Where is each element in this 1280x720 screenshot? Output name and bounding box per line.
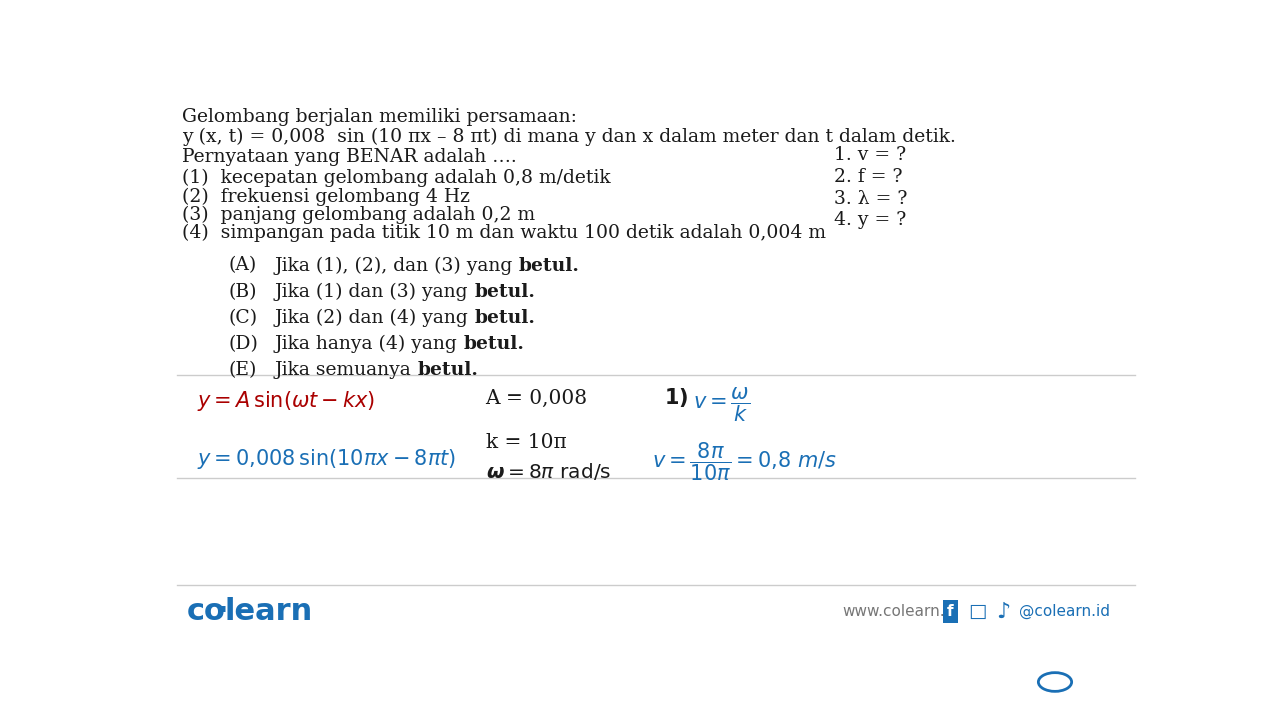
Text: betul.: betul.: [463, 335, 525, 353]
Text: (A): (A): [228, 256, 256, 274]
Text: (D): (D): [228, 335, 259, 353]
Text: (C): (C): [228, 309, 257, 327]
Text: 4. y = ?: 4. y = ?: [835, 211, 906, 229]
Text: Gelombang berjalan memiliki persamaan:: Gelombang berjalan memiliki persamaan:: [182, 108, 576, 126]
Text: betul.: betul.: [417, 361, 479, 379]
Text: y (x, t) = 0,008  sin (10 πx – 8 πt) di mana y dan x dalam meter dan t dalam det: y (x, t) = 0,008 sin (10 πx – 8 πt) di m…: [182, 128, 956, 146]
Text: k = 10π: k = 10π: [485, 433, 566, 452]
Text: ♪: ♪: [996, 601, 1010, 621]
Text: (4)  simpangan pada titik 10 m dan waktu 100 detik adalah 0,004 m: (4) simpangan pada titik 10 m dan waktu …: [182, 224, 826, 243]
Text: (1)  kecepatan gelombang adalah 0,8 m/detik: (1) kecepatan gelombang adalah 0,8 m/det…: [182, 168, 611, 187]
Text: ·: ·: [218, 597, 229, 626]
Text: (2)  frekuensi gelombang 4 Hz: (2) frekuensi gelombang 4 Hz: [182, 187, 470, 205]
Text: (B): (B): [228, 283, 257, 301]
Text: 3. λ = ?: 3. λ = ?: [835, 189, 908, 207]
Text: betul.: betul.: [518, 256, 580, 274]
Text: $v = \dfrac{\omega}{k}$: $v = \dfrac{\omega}{k}$: [694, 386, 750, 425]
Text: Jika semuanya: Jika semuanya: [275, 361, 417, 379]
Text: www.colearn.id: www.colearn.id: [842, 604, 959, 619]
Text: Jika (1), (2), dan (3) yang: Jika (1), (2), dan (3) yang: [275, 256, 518, 275]
Text: A = 0,008: A = 0,008: [485, 389, 588, 408]
Text: betul.: betul.: [475, 309, 535, 327]
Text: $v = \dfrac{8\pi}{10\pi} = 0{,}8\ \mathit{m/s}$: $v = \dfrac{8\pi}{10\pi} = 0{,}8\ \mathi…: [652, 441, 837, 483]
Text: learn: learn: [224, 597, 312, 626]
Text: □: □: [969, 602, 987, 621]
Text: @colearn.id: @colearn.id: [1019, 604, 1110, 619]
Text: $\mathbf{1)}$: $\mathbf{1)}$: [664, 386, 689, 409]
Text: 1. v = ?: 1. v = ?: [835, 146, 906, 164]
Text: 2. f = ?: 2. f = ?: [835, 168, 902, 186]
Text: Jika (2) dan (4) yang: Jika (2) dan (4) yang: [275, 309, 475, 327]
Text: $y = A\,\sin(\omega t - kx)$: $y = A\,\sin(\omega t - kx)$: [197, 389, 375, 413]
Text: (E): (E): [228, 361, 256, 379]
Text: (3)  panjang gelombang adalah 0,2 m: (3) panjang gelombang adalah 0,2 m: [182, 206, 535, 224]
Text: Jika hanya (4) yang: Jika hanya (4) yang: [275, 335, 463, 354]
Text: Jika (1) dan (3) yang: Jika (1) dan (3) yang: [275, 283, 474, 301]
Text: f: f: [947, 604, 954, 619]
Text: co: co: [187, 597, 227, 626]
Text: $y = 0{,}008\,\sin(10\pi x - 8\pi t)$: $y = 0{,}008\,\sin(10\pi x - 8\pi t)$: [197, 446, 457, 471]
Text: Pernyataan yang BENAR adalah ….: Pernyataan yang BENAR adalah ….: [182, 148, 516, 166]
Text: betul.: betul.: [474, 283, 535, 301]
Text: $\boldsymbol{\omega} = 8\pi\ \mathrm{rad/s}$: $\boldsymbol{\omega} = 8\pi\ \mathrm{rad…: [485, 461, 611, 482]
